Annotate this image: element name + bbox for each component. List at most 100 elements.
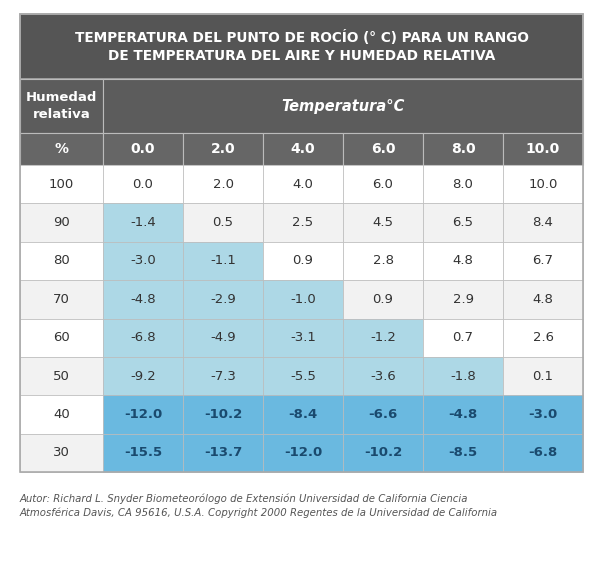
Text: 2.0: 2.0 [212, 178, 233, 190]
Text: 4.0: 4.0 [292, 178, 314, 190]
Bar [103, 434, 183, 472]
Text: 4.0: 4.0 [291, 142, 315, 156]
Text: 60: 60 [53, 331, 70, 344]
Bar [263, 434, 343, 472]
Bar [343, 319, 423, 357]
Text: 0.0: 0.0 [133, 178, 153, 190]
Text: 10.0: 10.0 [526, 142, 560, 156]
Text: 0.5: 0.5 [212, 216, 233, 229]
Text: 70: 70 [53, 293, 70, 306]
Bar [503, 280, 583, 319]
Text: -9.2: -9.2 [130, 370, 156, 383]
Bar [263, 280, 343, 319]
Bar [183, 165, 263, 204]
Bar [503, 133, 583, 165]
Text: 50: 50 [53, 370, 70, 383]
Text: -1.0: -1.0 [290, 293, 316, 306]
Text: 4.5: 4.5 [373, 216, 394, 229]
Bar [183, 242, 263, 280]
Text: -1.4: -1.4 [130, 216, 156, 229]
Text: -6.6: -6.6 [368, 408, 397, 421]
Bar [263, 242, 343, 280]
Bar [183, 280, 263, 319]
Bar [343, 280, 423, 319]
Text: 6.7: 6.7 [532, 255, 554, 268]
Text: 30: 30 [53, 446, 70, 459]
Bar [183, 434, 263, 472]
Text: -8.4: -8.4 [288, 408, 318, 421]
Text: Temperatura°C: Temperatura°C [282, 98, 405, 113]
Bar [183, 357, 263, 395]
Text: Atmosférica Davis, CA 95616, U.S.A. Copyright 2000 Regentes de la Universidad de: Atmosférica Davis, CA 95616, U.S.A. Copy… [20, 508, 498, 518]
Text: -7.3: -7.3 [210, 370, 236, 383]
Text: 6.5: 6.5 [452, 216, 473, 229]
Text: -5.5: -5.5 [290, 370, 316, 383]
Bar [423, 280, 503, 319]
Text: 90: 90 [53, 216, 70, 229]
Bar [423, 204, 503, 242]
Bar [423, 165, 503, 204]
Bar [20, 357, 103, 395]
Bar [20, 434, 103, 472]
Bar [183, 319, 263, 357]
Text: 8.0: 8.0 [450, 142, 475, 156]
Text: -12.0: -12.0 [284, 446, 322, 459]
Bar [423, 319, 503, 357]
Text: -1.1: -1.1 [210, 255, 236, 268]
Bar [263, 165, 343, 204]
Text: 100: 100 [49, 178, 74, 190]
Bar [423, 434, 503, 472]
Text: -10.2: -10.2 [204, 408, 242, 421]
Bar [20, 14, 583, 79]
Bar [503, 434, 583, 472]
Text: -13.7: -13.7 [204, 446, 242, 459]
Text: 2.8: 2.8 [373, 255, 394, 268]
Text: 2.6: 2.6 [532, 331, 554, 344]
Bar [343, 204, 423, 242]
Text: Humedad
relativa: Humedad relativa [26, 91, 97, 121]
Bar [20, 14, 583, 472]
Text: -4.8: -4.8 [130, 293, 156, 306]
Text: -4.9: -4.9 [210, 331, 236, 344]
Text: 6.0: 6.0 [373, 178, 393, 190]
Bar [423, 395, 503, 434]
Text: 0.0: 0.0 [131, 142, 155, 156]
Text: 2.5: 2.5 [292, 216, 314, 229]
Text: 10.0: 10.0 [528, 178, 558, 190]
Text: -3.1: -3.1 [290, 331, 316, 344]
Bar [20, 280, 103, 319]
Text: 0.9: 0.9 [373, 293, 393, 306]
Text: -1.8: -1.8 [450, 370, 476, 383]
Text: 0.9: 0.9 [292, 255, 314, 268]
Bar [343, 133, 423, 165]
Bar [103, 319, 183, 357]
Text: 8.4: 8.4 [532, 216, 554, 229]
Text: 8.0: 8.0 [453, 178, 473, 190]
Bar [103, 280, 183, 319]
Bar [20, 395, 103, 434]
Text: 80: 80 [53, 255, 70, 268]
Text: %: % [54, 142, 69, 156]
Bar [263, 133, 343, 165]
Bar [183, 395, 263, 434]
Bar [20, 133, 103, 165]
Text: 40: 40 [53, 408, 70, 421]
Bar [423, 242, 503, 280]
Bar [503, 204, 583, 242]
Bar [103, 133, 183, 165]
Bar [503, 242, 583, 280]
Text: -1.2: -1.2 [370, 331, 396, 344]
Text: -4.8: -4.8 [449, 408, 478, 421]
Text: -2.9: -2.9 [210, 293, 236, 306]
Text: -6.8: -6.8 [130, 331, 156, 344]
Bar [503, 395, 583, 434]
Bar [343, 165, 423, 204]
Text: 4.8: 4.8 [453, 255, 473, 268]
Text: -15.5: -15.5 [124, 446, 162, 459]
Bar [20, 165, 103, 204]
Bar [263, 204, 343, 242]
Text: -12.0: -12.0 [124, 408, 162, 421]
Bar [103, 242, 183, 280]
Text: 6.0: 6.0 [371, 142, 395, 156]
Bar [343, 395, 423, 434]
